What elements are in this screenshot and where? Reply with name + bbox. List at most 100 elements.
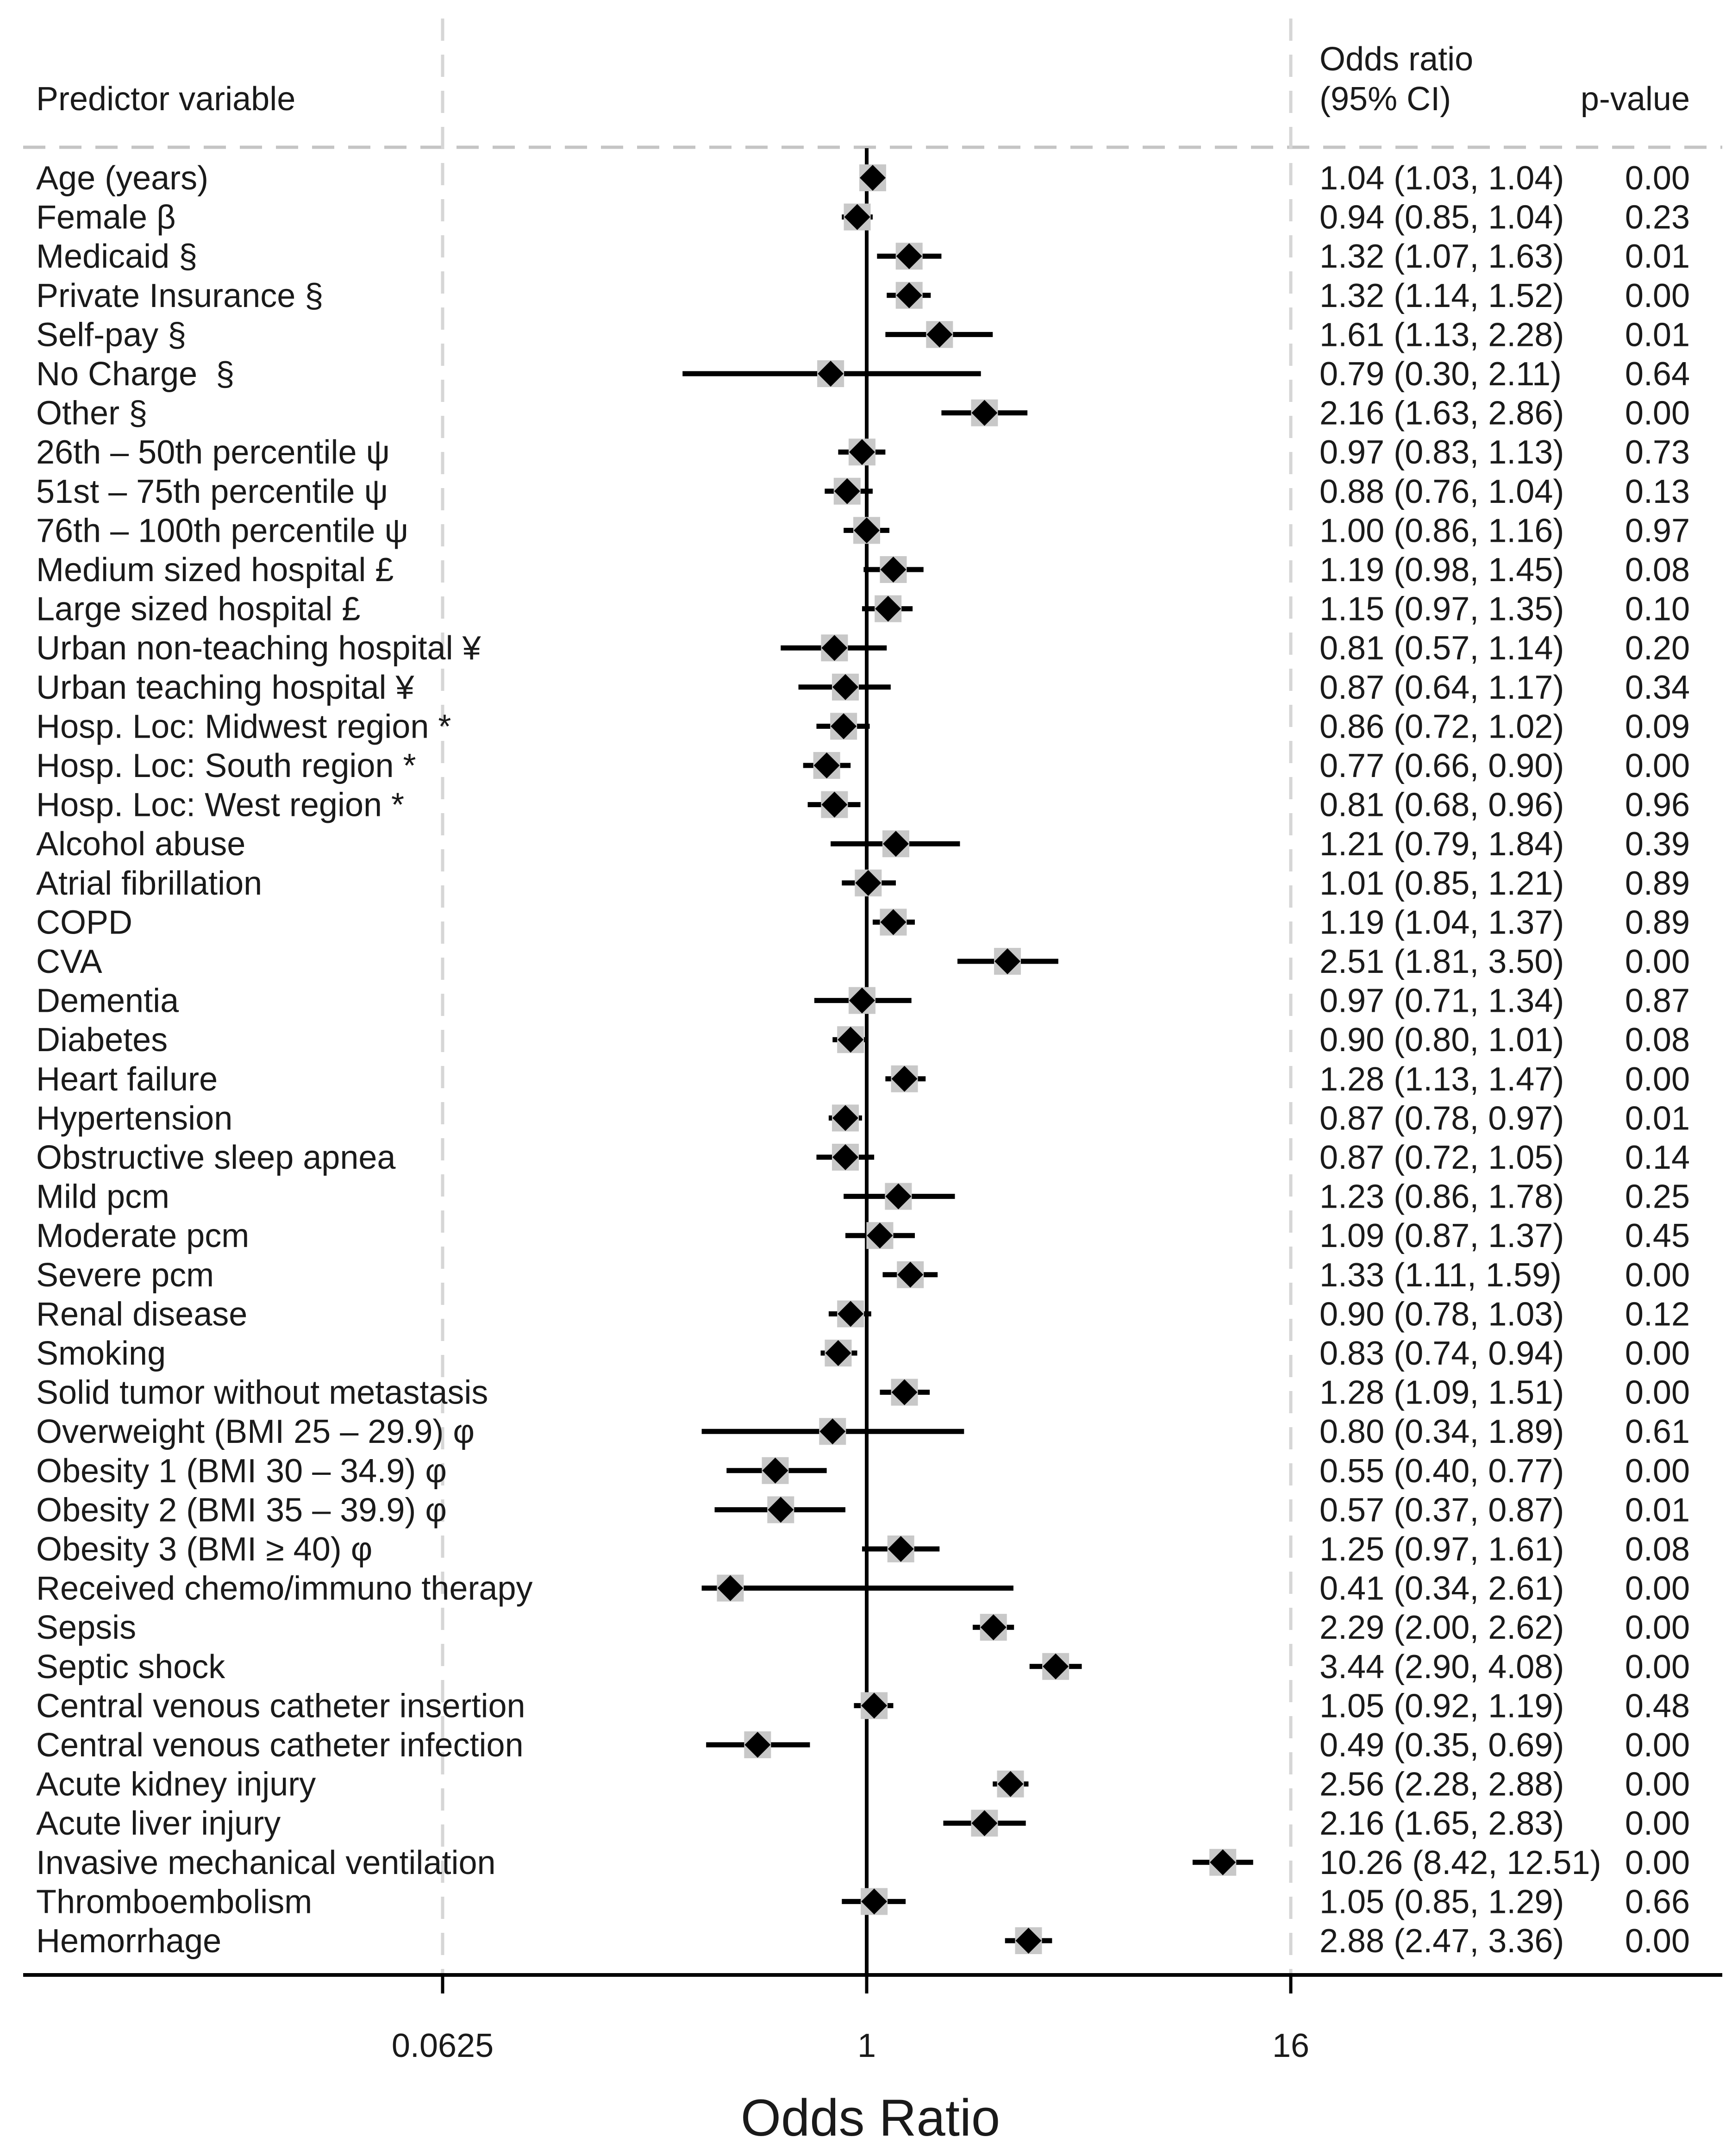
forest-row: Moderate pcm 1.09 (0.87, 1.37) 0.45 xyxy=(36,1217,1690,1254)
or-ci-value: 1.21 (0.79, 1.84) xyxy=(1319,826,1564,863)
point-estimate xyxy=(838,1027,864,1053)
row-label: Hypertension xyxy=(36,1100,232,1137)
forest-row: Urban teaching hospital ¥ 0.87 (0.64, 1.1… xyxy=(36,669,1690,706)
point-estimate xyxy=(832,1144,858,1170)
point-estimate xyxy=(891,1379,918,1405)
forest-row: Other § 2.16 (1.63, 2.86) 0.00 xyxy=(36,395,1690,432)
forest-row: Hemorrhage 2.88 (2.47, 3.36) 0.00 xyxy=(36,1923,1690,1960)
point-estimate xyxy=(1210,1849,1236,1875)
point-estimate xyxy=(849,987,875,1014)
or-ci-value: 1.09 (0.87, 1.37) xyxy=(1319,1217,1564,1254)
p-value: 0.64 xyxy=(1625,356,1690,393)
point-estimate xyxy=(875,595,901,622)
p-value: 0.34 xyxy=(1625,669,1690,706)
forest-row: Hosp. Loc: West region * 0.81 (0.68, 0.96… xyxy=(36,787,1690,824)
p-value: 0.00 xyxy=(1625,160,1690,197)
x-tick-label: 1 xyxy=(857,2027,876,2064)
forest-row: 26th – 50th percentile ψ 0.97 (0.83, 1.13… xyxy=(36,434,1690,471)
forest-row: Renal disease 0.90 (0.78, 1.03) 0.12 xyxy=(36,1296,1690,1333)
p-value: 0.87 xyxy=(1625,983,1690,1020)
row-label: Sepsis xyxy=(36,1609,136,1646)
row-label: Obesity 3 (BMI ≥ 40) φ xyxy=(36,1531,372,1568)
point-estimate xyxy=(832,1105,858,1131)
row-label: 51st – 75th percentile ψ xyxy=(36,473,388,510)
p-value: 0.01 xyxy=(1625,238,1690,275)
p-value: 0.89 xyxy=(1625,904,1690,941)
row-label: Self-pay § xyxy=(36,316,186,353)
row-label: Obesity 2 (BMI 35 – 39.9) φ xyxy=(36,1492,447,1529)
row-label: Hosp. Loc: Midwest region * xyxy=(36,708,451,745)
header-odds-ratio: Odds ratio xyxy=(1319,41,1473,78)
forest-row: No Charge § 0.79 (0.30, 2.11) 0.64 xyxy=(36,356,1690,393)
forest-row: Medium sized hospital £ 1.19 (0.98, 1.45)… xyxy=(36,552,1690,589)
or-ci-value: 1.04 (1.03, 1.04) xyxy=(1319,160,1564,197)
or-ci-value: 1.32 (1.07, 1.63) xyxy=(1319,238,1564,275)
row-label: Hosp. Loc: South region * xyxy=(36,747,416,784)
point-estimate xyxy=(844,204,870,230)
p-value: 0.00 xyxy=(1625,395,1690,432)
point-estimate xyxy=(926,321,953,348)
header-ci: (95% CI) xyxy=(1319,81,1451,118)
or-ci-value: 1.00 (0.86, 1.16) xyxy=(1319,512,1564,549)
forest-row: Smoking 0.83 (0.74, 0.94) 0.00 xyxy=(36,1335,1690,1372)
row-label: Acute liver injury xyxy=(36,1805,281,1842)
point-estimate xyxy=(896,282,922,308)
p-value: 0.00 xyxy=(1625,1335,1690,1372)
row-label: Overweight (BMI 25 – 29.9) φ xyxy=(36,1413,475,1450)
p-value: 0.00 xyxy=(1625,1727,1690,1764)
point-estimate xyxy=(1015,1928,1042,1954)
row-label: Other § xyxy=(36,395,147,432)
forest-row: 76th – 100th percentile ψ 1.00 (0.86, 1.1… xyxy=(36,512,1690,549)
row-label: Diabetes xyxy=(36,1022,168,1059)
or-ci-value: 0.88 (0.76, 1.04) xyxy=(1319,473,1564,510)
p-value: 0.89 xyxy=(1625,865,1690,902)
forest-row: Overweight (BMI 25 – 29.9) φ 0.80 (0.34, … xyxy=(36,1413,1690,1450)
p-value: 0.96 xyxy=(1625,787,1690,824)
point-estimate xyxy=(880,557,907,583)
p-value: 0.13 xyxy=(1625,473,1690,510)
or-ci-value: 0.97 (0.71, 1.34) xyxy=(1319,983,1564,1020)
or-ci-value: 1.33 (1.11, 1.59) xyxy=(1319,1257,1562,1294)
or-ci-value: 0.49 (0.35, 0.69) xyxy=(1319,1727,1564,1764)
forest-row: Self-pay § 1.61 (1.13, 2.28) 0.01 xyxy=(36,316,1690,353)
or-ci-value: 0.87 (0.78, 0.97) xyxy=(1319,1100,1564,1137)
row-label: Obesity 1 (BMI 30 – 34.9) φ xyxy=(36,1453,447,1490)
or-ci-value: 0.80 (0.34, 1.89) xyxy=(1319,1413,1564,1450)
point-estimate xyxy=(1043,1653,1069,1680)
header-pvalue: p-value xyxy=(1581,81,1690,118)
forest-row: Received chemo/immuno therapy 0.41 (0.34,… xyxy=(36,1570,1690,1607)
p-value: 0.20 xyxy=(1625,630,1690,667)
forest-row: Acute liver injury 2.16 (1.65, 2.83) 0.00 xyxy=(36,1805,1690,1842)
p-value: 0.00 xyxy=(1625,1844,1690,1881)
or-ci-value: 1.23 (0.86, 1.78) xyxy=(1319,1178,1564,1216)
p-value: 0.61 xyxy=(1625,1413,1690,1450)
row-label: Central venous catheter infection xyxy=(36,1727,524,1764)
row-label: Private Insurance § xyxy=(36,277,323,314)
p-value: 0.25 xyxy=(1625,1178,1690,1216)
or-ci-value: 0.90 (0.78, 1.03) xyxy=(1319,1296,1564,1333)
or-ci-value: 0.83 (0.74, 0.94) xyxy=(1319,1335,1564,1372)
or-ci-value: 2.16 (1.65, 2.83) xyxy=(1319,1805,1564,1842)
row-label: Severe pcm xyxy=(36,1257,214,1294)
forest-row: CVA 2.51 (1.81, 3.50) 0.00 xyxy=(36,943,1690,980)
forest-row: Hypertension 0.87 (0.78, 0.97) 0.01 xyxy=(36,1100,1690,1137)
point-estimate xyxy=(971,400,998,426)
row-label: Acute kidney injury xyxy=(36,1766,316,1803)
forest-row: Thromboembolism 1.05 (0.85, 1.29) 0.66 xyxy=(36,1883,1690,1920)
or-ci-value: 1.28 (1.09, 1.51) xyxy=(1319,1374,1564,1411)
p-value: 0.08 xyxy=(1625,552,1690,589)
p-value: 0.23 xyxy=(1625,199,1690,236)
forest-row: Female β 0.94 (0.85, 1.04) 0.23 xyxy=(36,199,1690,236)
forest-row: Age (years) 1.04 (1.03, 1.04) 0.00 xyxy=(36,160,1690,197)
point-estimate xyxy=(813,752,840,778)
or-ci-value: 1.05 (0.85, 1.29) xyxy=(1319,1883,1564,1920)
p-value: 0.00 xyxy=(1625,1061,1690,1098)
or-ci-value: 1.32 (1.14, 1.52) xyxy=(1319,277,1564,314)
or-ci-value: 0.87 (0.72, 1.05) xyxy=(1319,1139,1564,1176)
point-estimate xyxy=(896,243,922,270)
or-ci-value: 1.19 (0.98, 1.45) xyxy=(1319,552,1564,589)
x-tick-label: 16 xyxy=(1272,2027,1309,2064)
point-estimate xyxy=(717,1575,744,1601)
row-label: Obstructive sleep apnea xyxy=(36,1139,396,1176)
or-ci-value: 1.61 (1.13, 2.28) xyxy=(1319,316,1564,353)
